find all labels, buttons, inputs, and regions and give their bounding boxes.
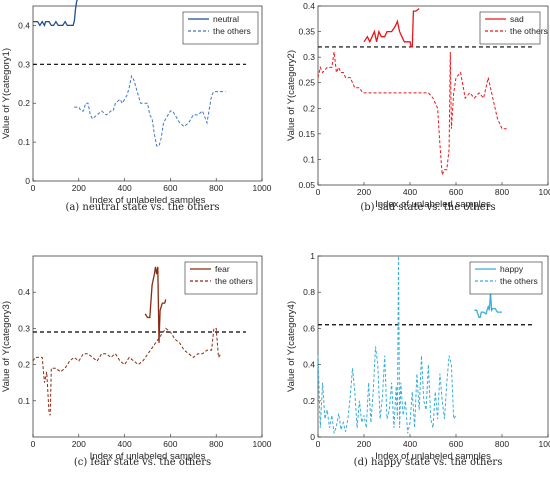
series-line-others xyxy=(317,255,457,434)
legend: fear the others xyxy=(184,261,258,295)
y-tick-label: 0.15 xyxy=(298,129,315,139)
y-tick-label: 0.2 xyxy=(18,98,30,108)
y-tick-label: 0.2 xyxy=(303,103,315,113)
x-tick-label: 600 xyxy=(163,183,177,193)
y-tick-label: 0.2 xyxy=(303,396,315,406)
y-tick-label: 0.25 xyxy=(298,78,315,88)
legend: neutral the others xyxy=(182,11,259,45)
panel-caption: (d) happy state vs. the others xyxy=(354,457,503,468)
series-line-others xyxy=(74,74,226,147)
panel-caption: (a) neutral state vs. the others xyxy=(65,202,219,213)
y-tick-label: 0.4 xyxy=(18,20,30,30)
y-tick-label: 0.1 xyxy=(18,137,30,147)
y-tick-label: 0.4 xyxy=(303,1,315,11)
x-axis-label: Index of unlabeled samples xyxy=(375,451,491,462)
panel-caption: (b) sad state vs. the others xyxy=(360,202,495,213)
x-tick-label: 0 xyxy=(31,439,36,449)
series-line-main xyxy=(33,0,78,28)
y-tick-label: 0.05 xyxy=(298,180,315,190)
y-tick-label: 0.3 xyxy=(18,59,30,69)
y-tick-label: 0 xyxy=(310,432,315,442)
chart-panel-2: 0 200 400 600 800 1000 0.05 0.1 0.15 0.2 0.25 0.3 0.… xyxy=(286,1,550,213)
legend-label: the others xyxy=(510,26,548,36)
x-tick-label: 200 xyxy=(72,439,86,449)
x-tick-label: 800 xyxy=(209,183,223,193)
y-axis-label: Value of Y(category2) xyxy=(286,50,297,141)
plot-frame xyxy=(32,5,263,182)
x-tick-label: 0 xyxy=(316,187,321,197)
plot-frame xyxy=(32,255,263,438)
series-line-main xyxy=(144,266,167,343)
x-tick-label: 600 xyxy=(163,439,177,449)
series-line-others xyxy=(32,327,222,416)
panel-caption: (c) fear state vs. the others xyxy=(74,457,211,468)
legend: happy the others xyxy=(469,261,543,295)
y-tick-label: 0.1 xyxy=(18,396,30,406)
x-tick-label: 0 xyxy=(316,439,321,449)
x-tick-label: 1000 xyxy=(253,439,272,449)
legend: sad the others xyxy=(479,11,548,45)
x-tick-label: 800 xyxy=(495,439,509,449)
legend-box xyxy=(469,261,543,295)
x-tick-label: 800 xyxy=(495,187,509,197)
chart-panel-1: 0 200 400 600 800 1000 0 0.1 0.2 0.3 0.4 Index of u… xyxy=(1,0,272,213)
chart-panel-4: 0 200 400 600 800 1000 0 0.2 0.4 0.6 0.8 1 Index of … xyxy=(286,251,550,468)
x-tick-label: 1000 xyxy=(539,439,550,449)
x-axis-label: Index of unlabeled samples xyxy=(90,195,206,206)
x-tick-label: 600 xyxy=(449,439,463,449)
series-line-main xyxy=(474,292,502,319)
x-tick-label: 200 xyxy=(72,183,86,193)
legend-box xyxy=(184,261,258,295)
y-axis-label: Value of Y(category3) xyxy=(1,301,12,392)
y-tick-label: 0.35 xyxy=(298,27,315,37)
x-tick-label: 800 xyxy=(209,439,223,449)
x-tick-label: 600 xyxy=(449,187,463,197)
y-axis-label: Value of Y(category1) xyxy=(1,48,12,139)
x-tick-label: 1000 xyxy=(539,187,550,197)
legend-label: the others xyxy=(215,276,253,286)
y-tick-label: 0.8 xyxy=(303,287,315,297)
series-line-others xyxy=(317,51,507,176)
x-axis-label: Index of unlabeled samples xyxy=(90,451,206,462)
x-tick-label: 400 xyxy=(118,439,132,449)
x-tick-label: 0 xyxy=(31,183,36,193)
y-tick-label: 0.6 xyxy=(303,323,315,333)
y-tick-label: 1 xyxy=(310,251,315,261)
y-tick-label: 0.3 xyxy=(303,52,315,62)
x-tick-label: 400 xyxy=(403,187,417,197)
legend-box xyxy=(479,11,541,45)
legend-label: neutral xyxy=(213,14,239,24)
y-tick-label: 0.4 xyxy=(303,360,315,370)
plot-frame xyxy=(317,5,549,186)
legend-label: the others xyxy=(213,26,251,36)
y-tick-label: 0.4 xyxy=(18,287,30,297)
y-tick-label: 0.2 xyxy=(18,360,30,370)
x-tick-label: 200 xyxy=(357,439,371,449)
x-tick-label: 400 xyxy=(403,439,417,449)
legend-label: fear xyxy=(215,264,230,274)
plot-frame xyxy=(317,255,549,438)
y-tick-label: 0.3 xyxy=(18,323,30,333)
x-tick-label: 1000 xyxy=(253,183,272,193)
legend-label: happy xyxy=(500,264,524,274)
y-tick-label: 0 xyxy=(25,176,30,186)
y-tick-label: 0.1 xyxy=(303,154,315,164)
y-axis-label: Value of Y(category4) xyxy=(286,301,297,392)
series-line-main xyxy=(363,8,420,48)
legend-label: sad xyxy=(510,14,524,24)
x-axis-label: Index of unlabeled samples xyxy=(375,199,491,210)
x-tick-label: 400 xyxy=(118,183,132,193)
legend-box xyxy=(182,11,259,45)
chart-panel-3: 0 200 400 600 800 1000 0.1 0.2 0.3 0.4 Index of un… xyxy=(1,255,272,468)
legend-label: the others xyxy=(500,276,538,286)
x-tick-label: 200 xyxy=(357,187,371,197)
